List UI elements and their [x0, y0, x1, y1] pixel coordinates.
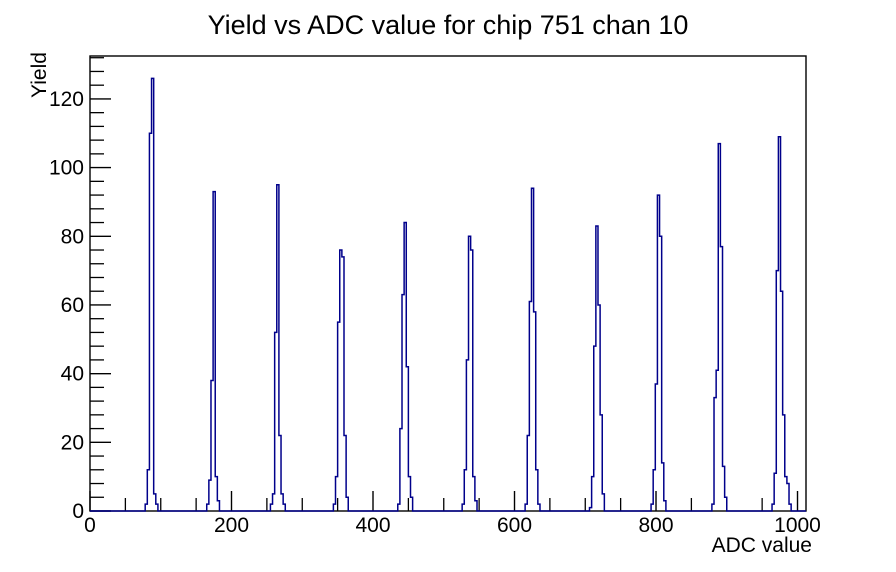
x-tick-label: 400: [355, 514, 390, 537]
y-tick-label: 60: [61, 294, 84, 317]
y-tick-label: 0: [72, 500, 84, 523]
histogram-line: [90, 77, 806, 512]
x-tick-label: 0: [84, 514, 96, 537]
y-tick-label: 40: [61, 363, 84, 386]
x-axis-title: ADC value: [711, 534, 812, 557]
y-tick-label: 80: [61, 225, 84, 248]
y-axis-title: Yield: [28, 52, 51, 98]
x-tick-label: 600: [497, 514, 532, 537]
y-tick-label: 120: [49, 88, 84, 111]
y-tick-label: 20: [61, 431, 84, 454]
x-tick-label: 200: [214, 514, 249, 537]
x-tick-label: 800: [638, 514, 673, 537]
chart-title: Yield vs ADC value for chip 751 chan 10: [207, 10, 689, 40]
y-tick-label: 100: [49, 157, 84, 180]
plot-frame: [89, 55, 807, 512]
x-tick-label: 1000: [774, 514, 821, 537]
